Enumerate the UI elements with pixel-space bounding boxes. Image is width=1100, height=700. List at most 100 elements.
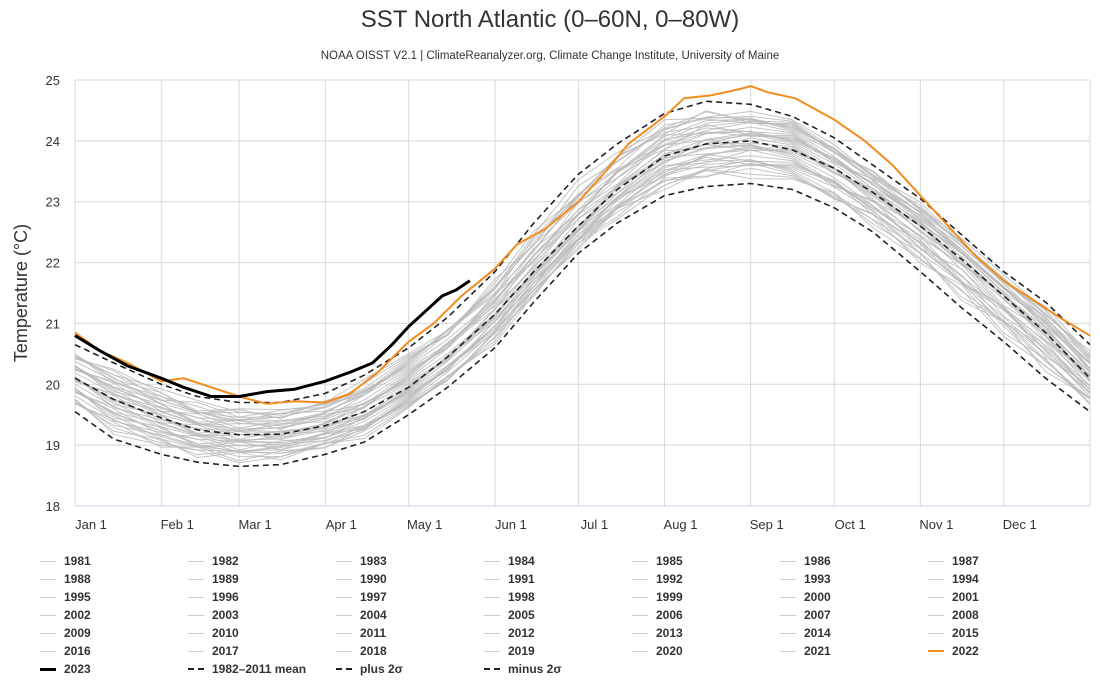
legend-item[interactable]: 2005: [484, 606, 535, 624]
legend-label: 1999: [656, 590, 683, 604]
legend-swatch-icon: [780, 596, 796, 598]
legend-label: 2010: [212, 626, 239, 640]
legend-swatch-icon: [40, 596, 56, 598]
legend-label: 2006: [656, 608, 683, 622]
legend-item[interactable]: 2018: [336, 642, 387, 660]
legend-item[interactable]: 2008: [928, 606, 979, 624]
legend-label: 1991: [508, 572, 535, 586]
legend-swatch-icon: [336, 668, 352, 670]
legend-label: 2014: [804, 626, 831, 640]
legend-item[interactable]: plus 2σ: [336, 660, 403, 678]
legend-item[interactable]: 2017: [188, 642, 239, 660]
legend-swatch-icon: [188, 614, 204, 616]
legend-swatch-icon: [188, 668, 204, 670]
legend-item[interactable]: 2021: [780, 642, 831, 660]
legend-swatch-icon: [40, 632, 56, 634]
legend-label: 2011: [360, 626, 387, 640]
series-line-1989: [74, 165, 1091, 448]
legend-item[interactable]: 2016: [40, 642, 91, 660]
legend-item[interactable]: 2002: [40, 606, 91, 624]
legend-label: 1994: [952, 572, 979, 586]
legend-item[interactable]: 1993: [780, 570, 831, 588]
legend-item[interactable]: 2012: [484, 624, 535, 642]
legend-swatch-icon: [928, 560, 944, 562]
y-axis-label: Temperature (°C): [11, 224, 31, 362]
grid-lines: [74, 79, 1091, 507]
series-line-2012: [74, 121, 1091, 427]
legend-label: 2013: [656, 626, 683, 640]
legend-item[interactable]: 2019: [484, 642, 535, 660]
legend-item[interactable]: 1996: [188, 588, 239, 606]
legend-item[interactable]: 2001: [928, 588, 979, 606]
series-line-2019: [74, 111, 1091, 418]
series-line-1982-2011-mean: [74, 140, 1091, 436]
series-line-plus-2-: [74, 100, 1091, 404]
y-tick-label: 24: [46, 134, 60, 149]
x-tick-label: Jan 1: [75, 517, 107, 532]
series-line-2016: [74, 120, 1091, 415]
legend-item[interactable]: 2015: [928, 624, 979, 642]
legend-label: 2018: [360, 644, 387, 658]
legend-item[interactable]: 1983: [336, 552, 387, 570]
legend-item[interactable]: 2004: [336, 606, 387, 624]
legend-item[interactable]: 2003: [188, 606, 239, 624]
series-line-1986: [74, 159, 1091, 452]
legend-item[interactable]: 2011: [336, 624, 386, 642]
legend-item[interactable]: 1992: [632, 570, 683, 588]
legend-item[interactable]: 1984: [484, 552, 535, 570]
legend-item[interactable]: 2009: [40, 624, 91, 642]
legend-item[interactable]: 1987: [928, 552, 979, 570]
legend-swatch-icon: [484, 596, 500, 598]
legend-item[interactable]: 1985: [632, 552, 683, 570]
legend-item[interactable]: 1988: [40, 570, 91, 588]
legend-item[interactable]: 1994: [928, 570, 979, 588]
legend-swatch-icon: [188, 560, 204, 562]
legend-item[interactable]: 1995: [40, 588, 91, 606]
legend-item[interactable]: 2020: [632, 642, 683, 660]
series-lines: [74, 85, 1091, 468]
legend-swatch-icon: [40, 614, 56, 616]
legend-item[interactable]: 2000: [780, 588, 831, 606]
series-line-2011: [74, 126, 1091, 423]
legend-swatch-icon: [40, 667, 56, 671]
legend-item[interactable]: 1998: [484, 588, 535, 606]
legend-swatch-icon: [188, 578, 204, 580]
legend-item[interactable]: 1989: [188, 570, 239, 588]
legend-item[interactable]: 1990: [336, 570, 387, 588]
y-tick-label: 21: [46, 316, 60, 331]
legend-item[interactable]: 1982: [188, 552, 239, 570]
legend-item[interactable]: 2022: [928, 642, 979, 660]
legend-label: 2012: [508, 626, 535, 640]
legend-swatch-icon: [188, 650, 204, 652]
legend-item[interactable]: 2006: [632, 606, 683, 624]
legend-item[interactable]: 1981: [40, 552, 91, 570]
series-line-2006: [74, 132, 1091, 434]
legend-item[interactable]: 2013: [632, 624, 683, 642]
legend-label: 1986: [804, 554, 831, 568]
x-tick-label: Feb 1: [161, 517, 194, 532]
legend-item[interactable]: 2007: [780, 606, 831, 624]
legend-label: 1989: [212, 572, 239, 586]
legend-swatch-icon: [632, 596, 648, 598]
legend-label: 2003: [212, 608, 239, 622]
legend-item[interactable]: 1982–2011 mean: [188, 660, 306, 678]
series-line-2017: [74, 118, 1091, 421]
legend-item[interactable]: 2014: [780, 624, 831, 642]
legend-swatch-icon: [780, 578, 796, 580]
x-tick-label: Mar 1: [238, 517, 271, 532]
chart-subtitle: NOAA OISST V2.1 | ClimateReanalyzer.org,…: [320, 50, 780, 62]
legend-item[interactable]: 2010: [188, 624, 239, 642]
legend-item[interactable]: 1997: [336, 588, 387, 606]
y-tick-label: 18: [46, 499, 60, 514]
legend-item[interactable]: minus 2σ: [484, 660, 562, 678]
legend-item[interactable]: 1999: [632, 588, 683, 606]
y-tick-label: 25: [46, 73, 60, 88]
x-tick-label: Oct 1: [835, 517, 866, 532]
legend-item[interactable]: 1991: [484, 570, 535, 588]
legend-label: 1997: [360, 590, 387, 604]
legend-swatch-icon: [484, 614, 500, 616]
legend-item[interactable]: 1986: [780, 552, 831, 570]
legend-swatch-icon: [336, 632, 352, 634]
legend-label: minus 2σ: [508, 662, 562, 676]
legend-item[interactable]: 2023: [40, 660, 91, 678]
